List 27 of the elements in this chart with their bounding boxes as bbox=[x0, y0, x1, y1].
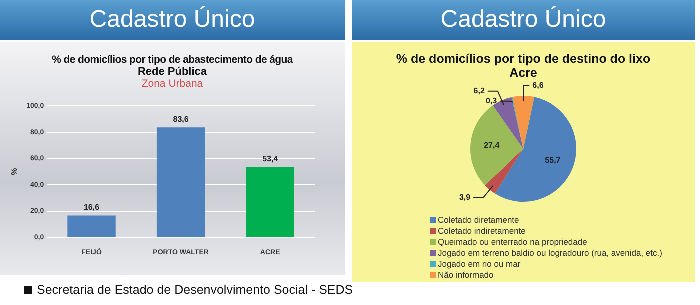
text: Cadastro Único bbox=[0, 0, 345, 40]
data-label: 83,6 bbox=[173, 114, 190, 124]
bar bbox=[156, 128, 206, 238]
data-label: 55,7 bbox=[545, 156, 562, 166]
chart-subtitle: Acre bbox=[508, 66, 538, 80]
bar bbox=[68, 216, 116, 238]
legend-label: Coletado indiretamente bbox=[438, 226, 526, 236]
text: Cadastro Único bbox=[352, 0, 695, 40]
data-label: 6,6 bbox=[532, 81, 544, 90]
data-label: 6,2 bbox=[474, 86, 486, 96]
chart-subtitle: Rede Pública bbox=[136, 66, 208, 78]
y-axis-title: % bbox=[10, 168, 20, 176]
data-label: 27,4 bbox=[484, 141, 500, 150]
legend-label: Jogado em terreno baldio ou logradouro (rua, avenida, etc.) bbox=[438, 248, 662, 258]
legend-label: Jogado em rio ou mar bbox=[438, 258, 521, 268]
chart-title: % de domicílios por tipo de destino do lixo bbox=[395, 52, 652, 66]
data-label: 16,6 bbox=[84, 202, 100, 212]
data-label: 3,9 bbox=[459, 192, 472, 202]
bar bbox=[246, 167, 294, 238]
text: Secretaria de Estado de Desenvolvimento Social - SEDS bbox=[37, 283, 354, 297]
legend-label: Não informado bbox=[438, 270, 494, 280]
data-label: 0,3 bbox=[486, 96, 498, 106]
text: Zona Urbana bbox=[140, 78, 204, 90]
data-label: 53,4 bbox=[262, 154, 279, 164]
chart-title: % de domicílios por tipo de abastecimento de água bbox=[51, 54, 294, 66]
legend-label: Queimado ou enterrado na propriedade bbox=[438, 236, 588, 246]
legend-label: Coletado diretamente bbox=[438, 214, 520, 224]
